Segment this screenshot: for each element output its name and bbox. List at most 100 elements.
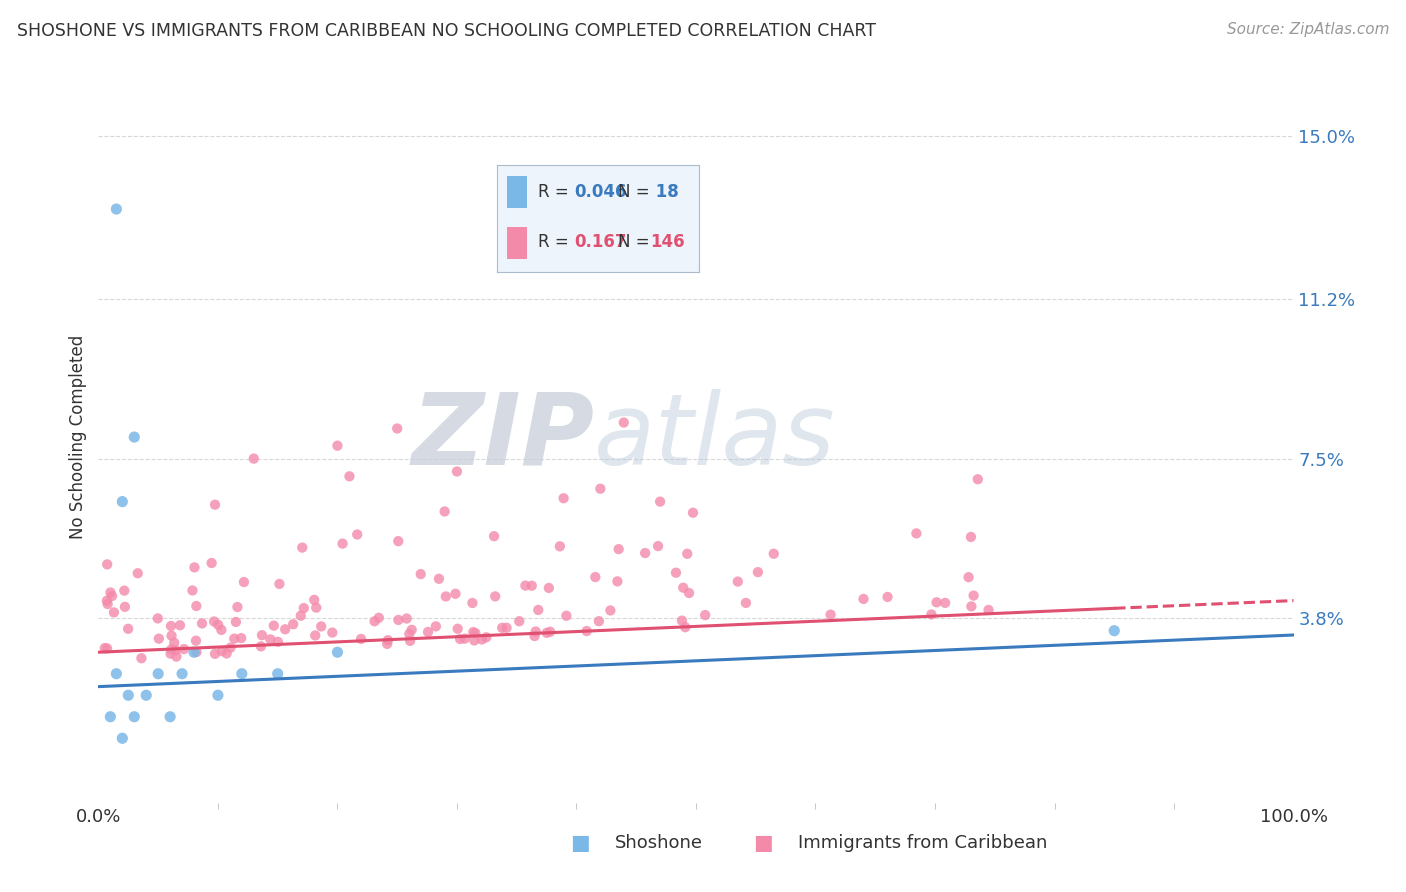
Point	[672, 581, 695, 595]
Point	[427, 572, 450, 586]
Point	[159, 710, 181, 724]
Point	[269, 577, 291, 591]
Point	[305, 600, 328, 615]
Point	[977, 603, 1000, 617]
Point	[925, 595, 948, 609]
Point	[321, 625, 343, 640]
Point	[165, 643, 187, 657]
Text: Shoshone: Shoshone	[614, 834, 703, 852]
Point	[678, 586, 700, 600]
Point	[520, 579, 543, 593]
Point	[416, 624, 439, 639]
Y-axis label: No Schooling Completed: No Schooling Completed	[69, 335, 87, 539]
Point	[274, 622, 297, 636]
Point	[671, 614, 693, 628]
Point	[231, 666, 253, 681]
Point	[160, 642, 183, 657]
Point	[183, 645, 205, 659]
Point	[464, 626, 486, 640]
Point	[876, 590, 898, 604]
Point	[524, 624, 547, 639]
Point	[425, 619, 447, 633]
Point	[676, 547, 699, 561]
Point	[482, 529, 505, 543]
Point	[350, 632, 373, 646]
Point	[583, 570, 606, 584]
Point	[905, 526, 928, 541]
Point	[127, 566, 149, 581]
Point	[589, 482, 612, 496]
Point	[135, 688, 157, 702]
Point	[202, 615, 225, 629]
Point	[302, 592, 325, 607]
Point	[648, 494, 672, 508]
Point	[326, 439, 349, 453]
Point	[401, 623, 423, 637]
Point	[363, 615, 385, 629]
Point	[103, 606, 125, 620]
Point	[332, 536, 354, 550]
Point	[377, 633, 399, 648]
Point	[375, 637, 398, 651]
Point	[250, 640, 273, 654]
Point	[553, 491, 575, 506]
Point	[100, 585, 122, 599]
Point	[290, 608, 312, 623]
Point	[191, 616, 214, 631]
Bar	[508, 227, 527, 259]
Point	[173, 642, 195, 657]
Point	[537, 581, 560, 595]
Point	[226, 600, 249, 615]
Point	[101, 589, 124, 603]
Point	[962, 589, 984, 603]
Point	[434, 590, 457, 604]
Point	[94, 641, 117, 656]
Point	[398, 627, 420, 641]
Text: SHOSHONE VS IMMIGRANTS FROM CARIBBEAN NO SCHOOLING COMPLETED CORRELATION CHART: SHOSHONE VS IMMIGRANTS FROM CARIBBEAN NO…	[17, 22, 876, 40]
Point	[599, 603, 621, 617]
Point	[607, 542, 630, 557]
Point	[339, 469, 361, 483]
Point	[446, 465, 468, 479]
Point	[309, 619, 332, 633]
Point	[181, 583, 204, 598]
Point	[211, 644, 233, 658]
Point	[960, 530, 983, 544]
Point	[515, 578, 537, 592]
Point	[117, 622, 139, 636]
Point	[207, 617, 229, 632]
Point	[169, 618, 191, 632]
Point	[204, 647, 226, 661]
Point	[209, 623, 232, 637]
Text: ■: ■	[569, 833, 591, 853]
Point	[747, 565, 769, 579]
Point	[433, 504, 456, 518]
Point	[538, 624, 561, 639]
Point	[186, 645, 208, 659]
Point	[613, 416, 636, 430]
Point	[484, 590, 506, 604]
Point	[250, 628, 273, 642]
Point	[146, 611, 169, 625]
Point	[395, 611, 418, 625]
Point	[695, 608, 717, 623]
Point	[461, 596, 484, 610]
Point	[673, 620, 696, 634]
Point	[283, 617, 305, 632]
Point	[111, 731, 134, 746]
Text: Immigrants from Caribbean: Immigrants from Caribbean	[799, 834, 1047, 852]
Text: 18: 18	[651, 183, 679, 201]
Point	[96, 641, 118, 656]
Point	[219, 640, 242, 655]
Point	[243, 451, 266, 466]
Point	[762, 547, 785, 561]
Point	[346, 527, 368, 541]
Text: 146: 146	[651, 233, 685, 251]
Point	[172, 666, 194, 681]
Point	[920, 607, 942, 622]
Point	[665, 566, 688, 580]
Point	[409, 567, 432, 582]
Point	[204, 498, 226, 512]
Text: N =: N =	[619, 233, 650, 251]
Point	[98, 710, 122, 724]
